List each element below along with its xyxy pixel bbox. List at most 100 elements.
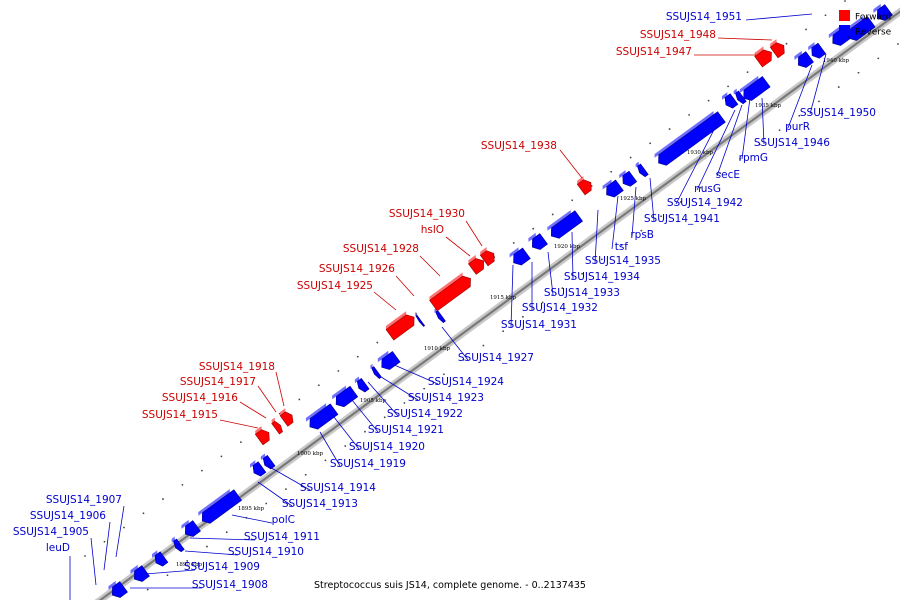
reverse-gene (198, 489, 243, 524)
tick-dot (285, 488, 287, 491)
forward-gene-label[interactable]: SSUJS14_1925 (297, 280, 373, 292)
reverse-gene-label[interactable]: nusG (694, 183, 721, 195)
reverse-gene-label[interactable]: SSUJS14_1910 (228, 546, 304, 558)
reverse-gene-label[interactable]: SSUJS14_1909 (184, 561, 260, 573)
reverse-gene-label[interactable]: SSUJS14_1922 (387, 408, 463, 420)
reverse-gene-label[interactable]: rpmG (739, 152, 768, 164)
forward-gene-label[interactable]: SSUJS14_1930 (389, 208, 465, 220)
tick-dot (462, 358, 465, 361)
reverse-gene-label[interactable]: SSUJS14_1919 (330, 458, 406, 470)
forward-gene-label[interactable]: SSUJS14_1926 (319, 263, 395, 275)
reverse-gene-label[interactable]: SSUJS14_1907 (46, 494, 122, 506)
gene-leader-line (761, 97, 765, 145)
forward-gene-label[interactable]: SSUJS14_1947 (616, 46, 692, 58)
reverse-gene-label[interactable]: rpsB (630, 229, 654, 241)
reverse-gene-label[interactable]: SSUJS14_1941 (644, 213, 720, 225)
tick-dot (84, 555, 86, 557)
reverse-gene (434, 307, 446, 323)
reverse-gene-label[interactable]: SSUJS14_1908 (192, 579, 268, 591)
reverse-gene-label[interactable]: SSUJS14_1932 (522, 302, 598, 314)
gene-leader-line (267, 465, 311, 491)
forward-gene-label[interactable]: SSUJS14_1917 (180, 376, 256, 388)
gene-leader-line (696, 109, 736, 191)
forward-gene-label[interactable]: SSUJS14_1918 (199, 361, 275, 373)
tick-dot (857, 71, 860, 74)
tick-dot (383, 416, 386, 419)
reverse-gene-label[interactable]: SSUJS14_1913 (282, 498, 358, 510)
reverse-gene-label[interactable]: SSUJS14_1942 (667, 197, 743, 209)
tick-dot (356, 355, 359, 358)
tick-dot (220, 455, 223, 458)
reverse-gene-label[interactable]: SSUJS14_1924 (428, 376, 504, 388)
reverse-gene (415, 311, 426, 327)
reverse-gene-label[interactable]: SSUJS14_1946 (754, 137, 830, 149)
tick-dot (699, 186, 702, 189)
gene-leader-line (367, 381, 399, 417)
tick-dot (166, 574, 169, 577)
reverse-gene (808, 42, 827, 59)
reverse-gene-label[interactable]: SSUJS14_1934 (564, 271, 640, 283)
reverse-gene (305, 403, 339, 430)
tick-dot (142, 512, 145, 515)
reverse-gene-label[interactable]: SSUJS14_1935 (585, 255, 661, 267)
tick-dot (206, 545, 208, 548)
reverse-gene-label[interactable]: SSUJS14_1921 (368, 424, 444, 436)
legend-swatch-reverse (839, 25, 850, 36)
legend: Forward Reverse (839, 10, 892, 38)
gene-leader-line (395, 275, 415, 297)
reverse-gene-label[interactable]: SSUJS14_1923 (408, 392, 484, 404)
reverse-gene-label[interactable]: SSUJS14_1927 (458, 352, 534, 364)
gene-leader-line (373, 291, 397, 311)
reverse-gene-label[interactable]: polC (272, 514, 295, 526)
gene-leader-line (717, 37, 773, 41)
forward-gene-label[interactable]: SSUJS14_1915 (142, 409, 218, 421)
reverse-gene (635, 161, 649, 178)
tick-dot (571, 199, 574, 202)
gene-leader-line (547, 251, 554, 296)
forward-gene-label[interactable]: SSUJS14_1938 (481, 140, 557, 152)
gene-leader-line (189, 537, 256, 541)
tick-dot (512, 242, 515, 244)
legend-label-reverse: Reverse (855, 28, 892, 38)
forward-gene-label[interactable]: hslO (421, 224, 444, 236)
tick-dot (620, 244, 623, 246)
gene-leader-line (675, 117, 721, 205)
tick-dot (746, 71, 749, 74)
scale-label: 1900 kbp (297, 451, 324, 457)
gene-leader-line (115, 505, 125, 558)
gene-leader-line (741, 97, 751, 160)
gene-leader-line (419, 255, 441, 277)
reverse-gene-label[interactable]: tsf (615, 241, 629, 253)
tick-dot (688, 113, 691, 116)
reverse-gene (873, 3, 893, 21)
reverse-gene-label[interactable]: SSUJS14_1914 (300, 482, 376, 494)
tick-dot (758, 143, 761, 146)
reverse-gene (130, 564, 150, 582)
reverse-gene (733, 88, 747, 105)
reverse-gene-label[interactable]: purR (785, 121, 810, 133)
reverse-gene-label[interactable]: SSUJS14_1951 (666, 11, 742, 23)
scale-ticks: 1890 kbp 1895 kbp 1900 kbp 1905 kbp 1910 kbp… (176, 58, 850, 568)
reverse-gene-label[interactable]: SSUJS14_1931 (501, 319, 577, 331)
forward-gene-label[interactable]: SSUJS14_1928 (343, 243, 419, 255)
scale-label: 1910 kbp (424, 346, 451, 352)
reverse-gene-label[interactable]: SSUJS14_1911 (244, 531, 320, 543)
reverse-gene-label[interactable]: SSUJS14_1906 (30, 510, 106, 522)
reverse-gene-label[interactable]: secE (716, 169, 740, 181)
reverse-gene-label[interactable]: SSUJS14_1920 (349, 441, 425, 453)
tick-dot (162, 498, 164, 500)
tick-dot (317, 384, 320, 387)
tick-dot (186, 560, 189, 562)
reverse-gene-label[interactable]: leuD (46, 542, 70, 554)
forward-gene-label[interactable]: SSUJS14_1948 (640, 29, 716, 41)
gene-leader-line (571, 231, 574, 280)
reverse-gene-label[interactable]: SSUJS14_1950 (800, 107, 876, 119)
scale-label: 1920 kbp (554, 244, 581, 250)
forward-gene-label[interactable]: SSUJS14_1916 (162, 392, 238, 404)
forward-gene (385, 311, 415, 341)
reverse-gene-label[interactable]: SSUJS14_1905 (13, 526, 89, 538)
reverse-gene-label[interactable]: SSUJS14_1933 (544, 287, 620, 299)
gene-leader-line (231, 514, 273, 524)
gene-leader-line (219, 419, 259, 429)
